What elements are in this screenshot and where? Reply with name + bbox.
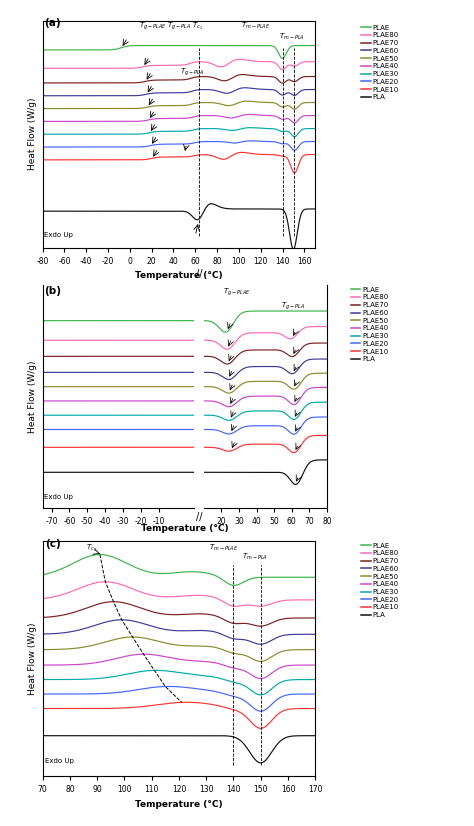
- Text: $T_\mathregular{g-PLA}$: $T_\mathregular{g-PLA}$: [281, 301, 305, 312]
- Text: $T_\mathregular{g-PLA}$: $T_\mathregular{g-PLA}$: [180, 66, 204, 78]
- Text: $T_\mathregular{m-PLAE}$: $T_\mathregular{m-PLAE}$: [241, 21, 270, 31]
- Y-axis label: Heat Flow (W/g): Heat Flow (W/g): [28, 623, 37, 695]
- Text: $T_\mathregular{m-PLAE}$: $T_\mathregular{m-PLAE}$: [209, 543, 238, 553]
- Text: $T_\mathregular{g-PLA}$: $T_\mathregular{g-PLA}$: [167, 21, 191, 32]
- Legend: PLAE, PLAE80, PLAE70, PLAE60, PLAE50, PLAE40, PLAE30, PLAE20, PLAE10, PLA: PLAE, PLAE80, PLAE70, PLAE60, PLAE50, PL…: [358, 540, 401, 621]
- Text: $T_\mathregular{m-PLA}$: $T_\mathregular{m-PLA}$: [242, 552, 267, 563]
- Text: //: //: [196, 511, 202, 521]
- Y-axis label: Heat Flow (W/g): Heat Flow (W/g): [28, 360, 37, 433]
- Y-axis label: Heat Flow (W/g): Heat Flow (W/g): [28, 98, 37, 170]
- Text: //: //: [196, 268, 202, 278]
- Text: Exdo Up: Exdo Up: [45, 494, 73, 500]
- Legend: PLAE, PLAE80, PLAE70, PLAE60, PLAE50, PLAE40, PLAE30, PLAE20, PLAE10, PLA: PLAE, PLAE80, PLAE70, PLAE60, PLAE50, PL…: [348, 284, 392, 365]
- Legend: PLAE, PLAE80, PLAE70, PLAE60, PLAE50, PLAE40, PLAE30, PLAE20, PLAE10, PLA: PLAE, PLAE80, PLAE70, PLAE60, PLAE50, PL…: [358, 21, 401, 103]
- Text: (b): (b): [45, 286, 62, 296]
- Text: $T_\mathregular{g-PLAE}$: $T_\mathregular{g-PLAE}$: [223, 287, 251, 298]
- Text: $T_\mathregular{c_1}$: $T_\mathregular{c_1}$: [192, 21, 203, 32]
- X-axis label: Temperature (°C): Temperature (°C): [135, 800, 223, 809]
- Text: $T_\mathregular{g-PLAE}$: $T_\mathregular{g-PLAE}$: [138, 21, 166, 32]
- Text: (c): (c): [46, 539, 61, 549]
- X-axis label: Temperature (°C): Temperature (°C): [135, 272, 223, 280]
- Text: $T_\mathregular{c_1}$: $T_\mathregular{c_1}$: [86, 543, 97, 554]
- Text: Temperature (°C): Temperature (°C): [141, 525, 228, 533]
- Text: Exdo Up: Exdo Up: [46, 758, 74, 764]
- Text: Exdo Up: Exdo Up: [44, 232, 73, 238]
- Text: (a): (a): [44, 18, 60, 28]
- Text: $T_\mathregular{m-PLA}$: $T_\mathregular{m-PLA}$: [279, 32, 305, 42]
